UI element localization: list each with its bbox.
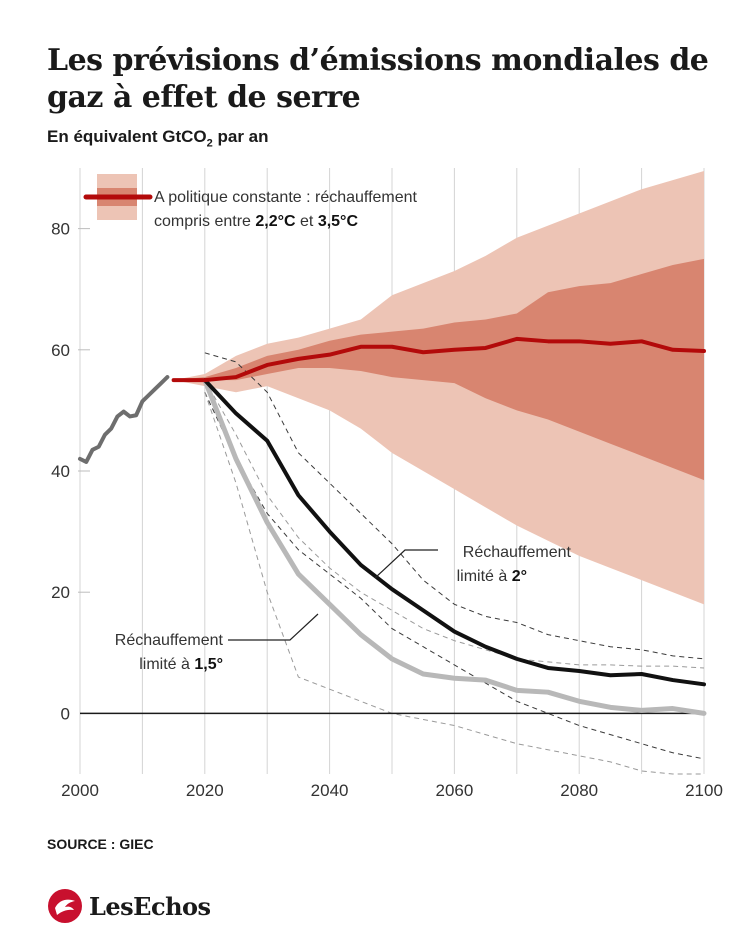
annotation-15c-line2: limité à 1,5° xyxy=(139,656,223,673)
band-current_policy_outer xyxy=(173,171,705,605)
legend: A politique constante : réchauffement co… xyxy=(83,174,418,230)
series-line-current_policy xyxy=(171,336,706,383)
page-title: Les prévisions d’émissions mondiales de … xyxy=(47,43,709,115)
legend-label-bold2: 3,5°C xyxy=(318,213,359,230)
dashed-bound-2c_upper xyxy=(204,352,705,660)
subtitle-prefix: En équivalent GtCO xyxy=(47,127,207,146)
echos-emblem-icon xyxy=(48,889,82,923)
y-tick-label-0: 0 xyxy=(61,704,70,723)
dashed-bound-2c_lower xyxy=(204,392,705,760)
chart-subtitle: En équivalent GtCO2 par an xyxy=(47,127,269,149)
source-note: SOURCE : GIEC xyxy=(47,836,154,852)
subtitle-subscript: 2 xyxy=(206,137,213,150)
dashed-bound-15c_lower xyxy=(204,392,704,775)
dashed-bound-15c_upper xyxy=(204,379,705,669)
annotation-2c: Réchauffement limité à 2° xyxy=(374,544,572,585)
series-line-pathway_2c xyxy=(202,378,706,687)
annotation-2c-prefix: limité à xyxy=(457,568,512,585)
annotation-2c-line2: limité à 2° xyxy=(457,568,527,585)
les-echos-logo: LesEchos xyxy=(47,888,211,924)
x-tick-label-2100: 2100 xyxy=(685,781,723,800)
y-tick-label-40: 40 xyxy=(51,462,70,481)
legend-label-prefix: compris entre xyxy=(154,213,255,230)
annotation-15c-leader xyxy=(228,613,319,641)
legend-label-line2: compris entre 2,2°C et 3,5°C xyxy=(154,213,358,230)
scenario-bands xyxy=(173,171,705,605)
x-tick-label-2060: 2060 xyxy=(435,781,473,800)
logo-text: LesEchos xyxy=(89,891,211,921)
series-lines xyxy=(78,336,707,716)
legend-label-bold1: 2,2°C xyxy=(255,213,296,230)
x-tick-label-2000: 2000 xyxy=(61,781,99,800)
legend-label-line1: A politique constante : réchauffement xyxy=(154,189,418,206)
band-current_policy_inner xyxy=(173,258,705,481)
series-line-pathway_15c xyxy=(202,377,707,716)
annotation-15c-prefix: limité à xyxy=(139,656,194,673)
annotation-2c-leader xyxy=(374,549,438,579)
series-line-historical xyxy=(78,375,170,464)
annotation-15c-line1: Réchauffement xyxy=(115,632,224,649)
y-tick-label-60: 60 xyxy=(51,341,70,360)
annotation-2c-bold: 2° xyxy=(512,568,527,585)
y-tick-label-20: 20 xyxy=(51,583,70,602)
annotation-15c-bold: 1,5° xyxy=(194,656,223,673)
pathway-bounds xyxy=(204,352,705,775)
y-tick-label-80: 80 xyxy=(51,220,70,239)
subtitle-suffix: par an xyxy=(212,127,269,146)
x-tick-label-2040: 2040 xyxy=(311,781,349,800)
annotation-2c-line1: Réchauffement xyxy=(463,544,572,561)
x-tick-label-2080: 2080 xyxy=(560,781,598,800)
annotation-15c: Réchauffement limité à 1,5° xyxy=(115,613,319,673)
x-tick-label-2020: 2020 xyxy=(186,781,224,800)
legend-label-mid: et xyxy=(296,213,318,230)
